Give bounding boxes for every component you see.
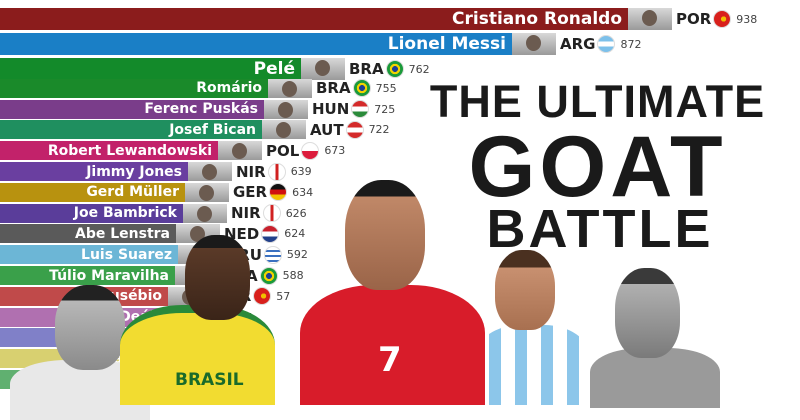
flag-icon: [301, 141, 320, 160]
player-photo: [185, 182, 229, 202]
goal-count: 57: [276, 289, 291, 303]
bar: Romário: [0, 78, 268, 98]
player-photo: [268, 78, 312, 98]
chart-row: Pelé BRA 762: [0, 58, 430, 80]
ronaldo-photo: 7: [290, 180, 490, 405]
player-photo: [218, 141, 262, 161]
country-code: POL: [266, 141, 300, 160]
bar: Josef Bican: [0, 120, 262, 140]
flag-icon: [261, 224, 280, 243]
chart-row: Joe Bambrick NIR 626: [0, 203, 307, 223]
player-name: Abe Lenstra: [75, 225, 170, 242]
player-name: Luis Suarez: [81, 246, 172, 263]
goal-count: 762: [408, 62, 430, 76]
goal-count: 938: [736, 12, 758, 26]
chart-row: Robert Lewandowski POL 673: [0, 141, 346, 161]
country-code: HUN: [312, 100, 350, 119]
bar: Gerd Müller: [0, 182, 185, 202]
flag-icon: [713, 10, 732, 28]
title-line-3: BATTLE: [486, 199, 714, 259]
country-code: BRA: [316, 79, 351, 98]
chart-row: Gerd Müller GER 634: [0, 182, 314, 202]
pele-photo: BRASIL: [115, 235, 275, 405]
player-photo: [183, 203, 227, 223]
player-name: Ferenc Puskás: [144, 101, 258, 118]
bar: Ferenc Puskás: [0, 99, 264, 119]
goal-count: 722: [368, 123, 390, 137]
player-photo: [264, 99, 308, 119]
flag-icon: [269, 183, 288, 202]
chart-row: Lionel Messi ARG 872: [0, 33, 641, 55]
bar: Lionel Messi: [0, 33, 512, 55]
chart-row: Jimmy Jones NIR 639: [0, 162, 312, 181]
player-name: Robert Lewandowski: [47, 142, 212, 159]
bar: Joe Bambrick: [0, 203, 183, 223]
flag-icon: [253, 287, 272, 306]
country-code: NIR: [231, 204, 261, 223]
player-name: Gerd Müller: [86, 184, 179, 201]
title-line-1: THE ULTIMATE: [429, 76, 766, 127]
flag-icon: [345, 120, 364, 139]
pele-shirt-text: BRASIL: [175, 370, 244, 390]
goal-count: 872: [620, 37, 642, 51]
player-photo: [628, 8, 672, 30]
goal-count: 588: [282, 269, 304, 282]
player-name: Josef Bican: [169, 121, 256, 138]
flag-icon: [267, 162, 286, 181]
goal-count: 626: [285, 206, 307, 220]
country-code: BRA: [349, 60, 384, 78]
player-name: Túlio Maravilha: [49, 267, 169, 284]
goal-count: 634: [292, 185, 314, 199]
player-photo: [301, 58, 345, 80]
bar: Robert Lewandowski: [0, 141, 218, 161]
bar: Jimmy Jones: [0, 162, 188, 181]
flag-icon: [262, 204, 281, 223]
goal-count: 755: [375, 81, 397, 95]
flag-icon: [597, 35, 616, 53]
chart-row: Ferenc Puskás HUN 725: [0, 99, 396, 119]
bar: Luis Suarez: [0, 245, 178, 265]
bican-photo: [590, 268, 720, 408]
country-code: ARG: [560, 35, 596, 53]
chart-row: Josef Bican AUT 722: [0, 120, 390, 140]
title-line-2: GOAT: [468, 119, 727, 215]
flag-icon: [263, 245, 282, 264]
chart-row: Cristiano Ronaldo POR 938: [0, 8, 757, 30]
flag-icon: [385, 60, 404, 78]
country-code: AUT: [310, 120, 344, 139]
flag-icon: [259, 266, 278, 285]
player-name: Pelé: [253, 59, 295, 79]
country-code: POR: [676, 10, 712, 28]
player-name: Joe Bambrick: [73, 205, 177, 222]
player-name: Jimmy Jones: [86, 163, 182, 180]
goal-count: 624: [284, 227, 306, 241]
flag-icon: [351, 100, 370, 119]
chart-row: Romário BRA 755: [0, 78, 397, 98]
country-code: GER: [233, 183, 268, 202]
ronaldo-number: 7: [378, 340, 402, 380]
player-name: Romário: [196, 80, 262, 97]
bar: Pelé: [0, 58, 301, 80]
player-name: Lionel Messi: [387, 34, 506, 54]
flag-icon: [352, 79, 371, 98]
player-photo: [188, 162, 232, 181]
goal-count: 592: [286, 248, 308, 262]
player-photo: [262, 120, 306, 140]
goal-count: 639: [290, 165, 312, 178]
bar: Cristiano Ronaldo: [0, 8, 628, 30]
player-name: Cristiano Ronaldo: [452, 9, 622, 29]
messi-photo: [470, 250, 590, 405]
player-photo: [512, 33, 556, 55]
country-code: NIR: [236, 162, 266, 181]
goal-count: 725: [374, 102, 396, 116]
goal-count: 673: [324, 144, 346, 158]
bar: Abe Lenstra: [0, 224, 176, 244]
bar: Túlio Maravilha: [0, 266, 175, 285]
